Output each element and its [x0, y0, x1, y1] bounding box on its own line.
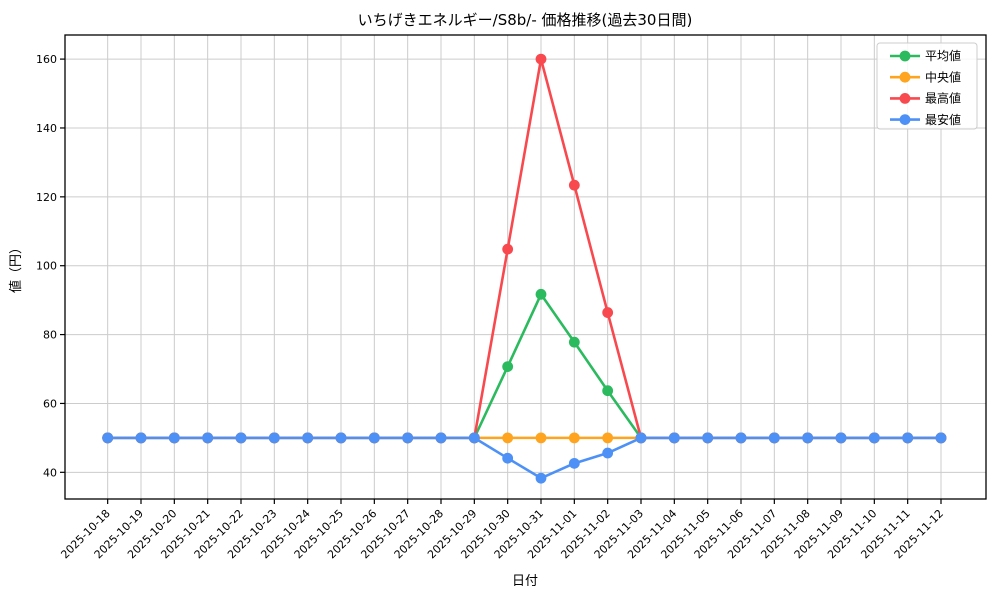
series-marker-min: [502, 452, 514, 464]
series-marker-min: [702, 432, 714, 444]
series-marker-min: [668, 432, 680, 444]
legend-label-average: 平均値: [925, 48, 961, 63]
series-marker-average: [568, 336, 580, 348]
legend-swatch-marker-max: [899, 93, 911, 104]
series-marker-min: [302, 432, 314, 444]
y-tick-label: 120: [36, 191, 57, 204]
series-marker-min: [535, 472, 547, 484]
series-marker-min: [368, 432, 380, 444]
series-marker-max: [535, 53, 547, 65]
series-marker-min: [635, 432, 647, 444]
y-tick-label: 80: [43, 329, 57, 342]
legend-box: [876, 42, 978, 130]
legend-item-min: 最安値: [890, 112, 961, 127]
legend-swatch-marker-min: [899, 114, 911, 125]
legend-item-max: 最高値: [890, 91, 961, 106]
legend-swatch-marker-median: [899, 71, 911, 83]
x-axis-label: 日付: [512, 574, 538, 589]
legend-label-max: 最高値: [925, 91, 961, 106]
y-tick-label: 60: [43, 397, 57, 410]
series-marker-min: [735, 432, 747, 444]
series-marker-median: [535, 432, 547, 444]
series-marker-max: [602, 307, 614, 318]
series-marker-min: [335, 432, 347, 444]
series-marker-average: [535, 288, 547, 300]
y-tick-label: 100: [36, 260, 57, 273]
series-marker-min: [935, 432, 947, 444]
y-tick-label: 140: [36, 122, 57, 135]
series-marker-median: [568, 432, 580, 444]
legend-item-median: 中央値: [890, 69, 961, 84]
series-marker-min: [168, 432, 180, 444]
series-marker-min: [802, 432, 814, 444]
legend-item-average: 平均値: [890, 48, 961, 63]
series-marker-average: [602, 385, 614, 397]
y-tick-label: 40: [43, 466, 57, 479]
series-marker-min: [135, 432, 147, 444]
series-line-max: [106, 57, 943, 440]
series-marker-min: [468, 432, 480, 444]
series-marker-min: [102, 432, 114, 444]
series-marker-min: [202, 432, 214, 444]
series-line-average: [106, 292, 943, 440]
legend-swatch-marker-average: [899, 50, 911, 62]
series-marker-min: [402, 432, 414, 444]
plot-border: [64, 34, 987, 500]
series-marker-median: [602, 432, 614, 444]
series-marker-min: [235, 432, 247, 444]
legend-label-min: 最安値: [925, 112, 961, 127]
series-marker-min: [768, 432, 780, 444]
series-marker-max: [568, 179, 580, 191]
series-marker-min: [602, 447, 614, 459]
series-marker-min: [902, 432, 914, 444]
series-marker-min: [435, 432, 447, 444]
series-line-min: [106, 436, 943, 480]
series-marker-min: [568, 457, 580, 469]
series-marker-max: [502, 243, 514, 255]
series-marker-min: [835, 432, 847, 444]
series-marker-min: [268, 432, 280, 444]
y-axis-label: 値（円）: [8, 241, 24, 293]
series-marker-average: [502, 361, 514, 373]
series-marker-min: [868, 432, 880, 444]
plot-area: 2025-10-182025-10-192025-10-202025-10-21…: [36, 34, 987, 561]
legend-label-median: 中央値: [925, 69, 961, 84]
y-tick-label: 160: [36, 53, 57, 66]
chart-title: いちげきエネルギー/S8b/- 価格推移(過去30日間): [358, 11, 693, 29]
series-marker-median: [502, 432, 514, 444]
